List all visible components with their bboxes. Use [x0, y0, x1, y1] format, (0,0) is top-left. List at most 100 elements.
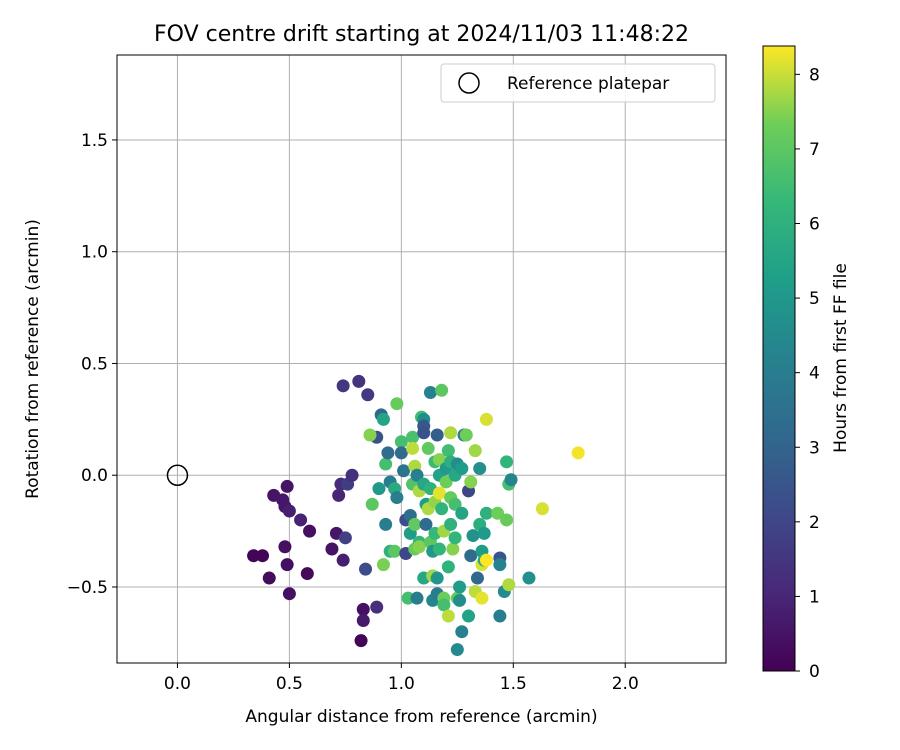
data-point [435, 502, 449, 516]
colorbar-tick-label: 0 [809, 662, 820, 682]
data-point [397, 464, 411, 478]
data-point [453, 580, 467, 594]
data-point [468, 444, 482, 458]
data-point [444, 426, 458, 440]
data-point [441, 444, 455, 458]
data-point [365, 497, 379, 511]
data-point [294, 513, 308, 527]
colorbar-gradient [762, 45, 796, 672]
legend: Reference platepar [440, 63, 716, 103]
data-point [462, 609, 476, 623]
data-point [408, 517, 422, 531]
data-point [432, 486, 446, 500]
data-point [437, 598, 451, 612]
data-point [479, 506, 493, 520]
data-point [464, 549, 478, 563]
data-point [571, 446, 585, 460]
data-point [419, 517, 433, 531]
data-point [390, 397, 404, 411]
data-point [475, 591, 489, 605]
data-point [432, 542, 446, 556]
data-point [282, 504, 296, 518]
data-point [477, 526, 491, 540]
data-point [332, 488, 346, 502]
x-tick-label: 0.5 [276, 674, 303, 694]
data-point [502, 578, 516, 592]
data-point [406, 430, 420, 444]
y-tick-label: 1.5 [81, 131, 108, 151]
data-point [423, 386, 437, 400]
data-point [381, 446, 395, 460]
data-point [500, 455, 514, 469]
data-point [421, 441, 435, 455]
data-point [479, 412, 493, 426]
data-point [278, 540, 292, 554]
data-point [336, 553, 350, 567]
data-point [479, 553, 493, 567]
grid-lines [117, 55, 726, 663]
x-tick-label: 2.0 [612, 674, 639, 694]
data-point [417, 426, 431, 440]
data-point [354, 634, 368, 648]
data-point [325, 542, 339, 556]
data-point [432, 453, 446, 467]
colorbar-tick-label: 4 [809, 364, 820, 384]
data-point [390, 491, 404, 505]
data-point [455, 462, 469, 476]
data-point [303, 524, 317, 538]
data-point [500, 513, 514, 527]
y-tick-label: 0.5 [81, 354, 108, 374]
data-point [535, 502, 549, 516]
x-tick-label: 1.0 [388, 674, 415, 694]
data-point [493, 609, 507, 623]
reference-platepar-marker [166, 464, 189, 486]
data-point [401, 591, 415, 605]
data-point [448, 531, 462, 545]
data-point [379, 517, 393, 531]
data-point [280, 558, 294, 572]
y-tick-label: 1.0 [81, 243, 108, 263]
x-tick-label: 1.5 [500, 674, 527, 694]
data-points [247, 374, 585, 657]
data-point [406, 441, 420, 455]
data-point [410, 591, 424, 605]
data-point [247, 549, 261, 563]
plot-frame [116, 54, 727, 664]
data-point [376, 412, 390, 426]
data-point [448, 497, 462, 511]
data-point [338, 531, 352, 545]
colorbar-tick-label: 3 [809, 438, 820, 458]
data-point [370, 600, 384, 614]
y-tick-label: 0.0 [81, 466, 108, 486]
data-point [412, 540, 426, 554]
data-point [379, 457, 393, 471]
colorbar-tick-label: 5 [809, 289, 820, 309]
colorbar-tick-label: 1 [809, 587, 820, 607]
data-point [453, 593, 467, 607]
colorbar-tick-label: 8 [809, 65, 820, 85]
data-point [450, 643, 464, 657]
data-point [262, 571, 276, 585]
data-point [455, 506, 469, 520]
data-point [435, 383, 449, 397]
y-tick-label: −0.5 [67, 578, 108, 598]
data-point [280, 479, 294, 493]
data-point [363, 428, 377, 442]
colorbar-tick-label: 7 [809, 140, 820, 160]
data-point [446, 542, 460, 556]
y-axis-label: Rotation from reference (arcmin) [23, 219, 43, 499]
legend-box [440, 63, 716, 103]
y-axis-ticks: −0.5 0.0 0.5 1.0 1.5 [67, 131, 117, 598]
data-point [459, 428, 473, 442]
data-point [504, 473, 518, 487]
data-point [470, 571, 484, 585]
x-axis-label: Angular distance from reference (arcmin) [245, 707, 597, 727]
data-point [439, 475, 453, 489]
data-point [256, 549, 270, 563]
data-point [300, 567, 314, 581]
colorbar: 0 1 2 3 4 5 6 7 8 Hours from first FF file [762, 45, 851, 682]
data-point [352, 374, 366, 388]
data-point [356, 602, 370, 616]
data-point [430, 571, 444, 585]
